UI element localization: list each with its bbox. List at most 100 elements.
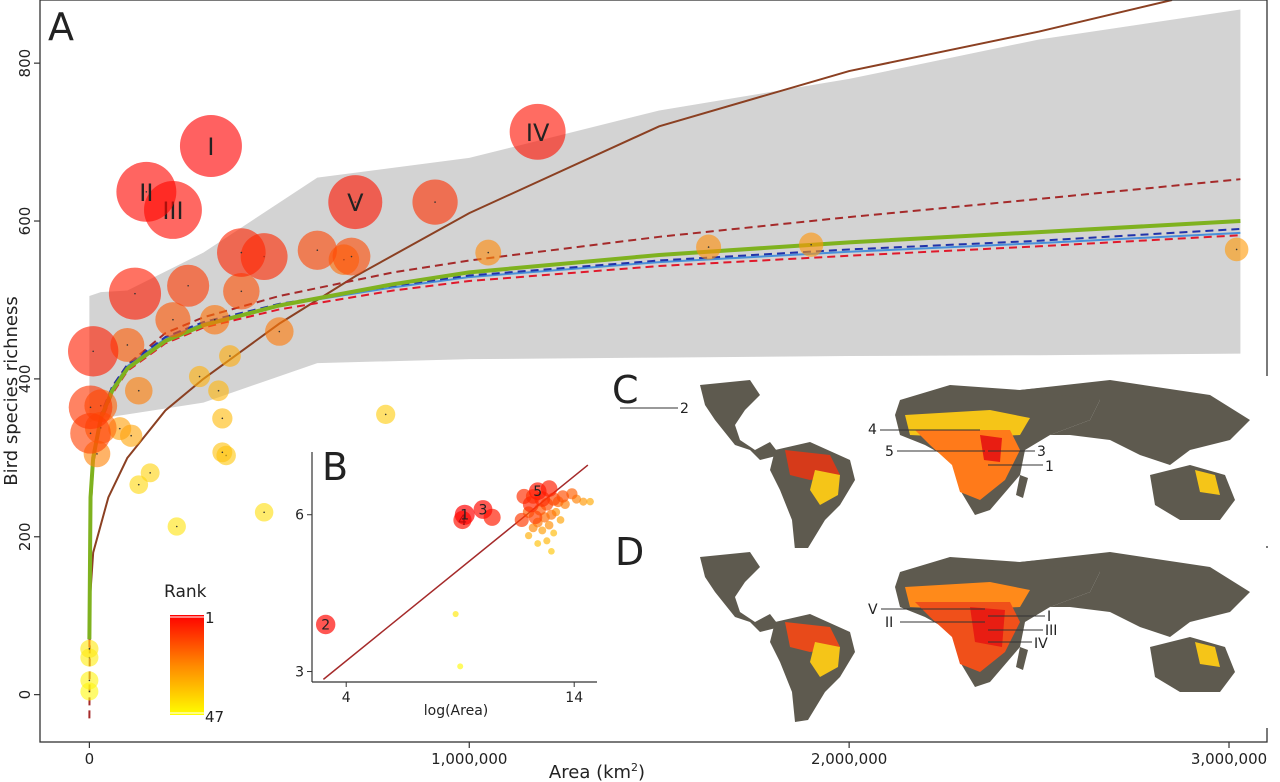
inset-point-label-2: 2 bbox=[321, 618, 330, 634]
inset-point-rank-3 bbox=[473, 500, 493, 519]
x-axis-title: Area (km2) bbox=[549, 761, 645, 782]
map-d-text-II: II bbox=[885, 615, 893, 631]
bubble-label-IV: IV bbox=[526, 119, 550, 147]
map-d-australia-range bbox=[1195, 642, 1220, 667]
bubble-label-II: II bbox=[139, 179, 153, 207]
data-point-center-rank-28 bbox=[810, 243, 812, 246]
map-d-label-IV: IV bbox=[988, 636, 1048, 652]
y-tick-label-3: 600 bbox=[16, 207, 34, 236]
data-point-center-rank-33 bbox=[198, 375, 201, 378]
data-point-center-rank-8 bbox=[240, 251, 243, 254]
y-axis-title: Bird species richness bbox=[1, 296, 22, 485]
map-c-asia bbox=[1020, 380, 1250, 465]
rank-legend: Rank 1 47 bbox=[164, 582, 224, 726]
data-point-center-rank-38 bbox=[384, 413, 387, 416]
map-c-text-4: 4 bbox=[868, 422, 877, 438]
data-point-center-rank-39 bbox=[149, 472, 151, 474]
map-d-label-II: II bbox=[885, 615, 985, 631]
inset-point-rank-34 bbox=[543, 537, 551, 545]
map-c bbox=[700, 380, 1250, 550]
map-c-label-3: 3 bbox=[988, 444, 1046, 460]
panel-b-axes: 4 14 3 6 bbox=[295, 508, 583, 706]
panel-b-letter: B bbox=[322, 445, 348, 489]
y-tick-label-1: 200 bbox=[16, 522, 34, 551]
inset-point-label-5: 5 bbox=[533, 484, 542, 500]
inset-point-rank-8 bbox=[522, 496, 539, 513]
data-point-center-rank-11 bbox=[89, 406, 92, 409]
data-point-center-rank-24 bbox=[137, 389, 140, 392]
data-point-center-rank-34 bbox=[217, 389, 220, 392]
map-d-text-I: I bbox=[1047, 609, 1051, 625]
panel-d-letter: D bbox=[615, 530, 644, 574]
x-axis-title-main: Area (km bbox=[549, 762, 631, 782]
bubble-label-V: V bbox=[347, 189, 364, 217]
data-point-center-rank-6 bbox=[134, 292, 136, 295]
y-tick-label-4: 800 bbox=[16, 49, 34, 78]
map-c-south-american-range bbox=[810, 470, 840, 505]
data-point-center-rank-32 bbox=[229, 355, 231, 357]
inset-point-rank-19 bbox=[566, 488, 578, 500]
map-c-north-america bbox=[700, 380, 780, 460]
panel-c: 2 4 5 3 1 C bbox=[608, 368, 1272, 550]
map-c-madagascar bbox=[1016, 475, 1028, 498]
inset-point-rank-43 bbox=[452, 610, 459, 618]
map-d-asia bbox=[1020, 552, 1250, 637]
data-point-center-rank-29 bbox=[1235, 248, 1238, 251]
x-tick-label-0: 0 bbox=[85, 750, 95, 768]
data-point-center-rank-13 bbox=[89, 432, 92, 435]
data-point-center-rank-15 bbox=[350, 255, 353, 258]
inset-point-label-1: 1 bbox=[460, 508, 469, 524]
panel-b-plot-area: 54321 bbox=[315, 464, 594, 680]
panel-b-x-axis-title: log(Area) bbox=[424, 703, 488, 719]
legend-label-top: 1 bbox=[205, 609, 215, 627]
map-d-label-I: I bbox=[988, 609, 1051, 625]
map-d-madagascar bbox=[1016, 647, 1028, 670]
data-point-center-rank-3 bbox=[172, 209, 174, 211]
data-point-center-rank-17 bbox=[172, 318, 174, 321]
data-point-center-rank-14 bbox=[316, 249, 319, 252]
bubble-label-I: I bbox=[207, 133, 214, 161]
data-point-center-rank-12 bbox=[187, 284, 189, 287]
inset-point-rank-37 bbox=[548, 547, 555, 555]
map-d-text-IV: IV bbox=[1034, 636, 1048, 652]
inset-point-rank-29 bbox=[579, 497, 588, 506]
data-point-center-rank-31 bbox=[130, 434, 132, 437]
map-d-south-american-range bbox=[810, 642, 840, 677]
data-point-center-rank-2 bbox=[145, 191, 148, 193]
data-point-center-rank-27 bbox=[707, 246, 710, 248]
data-point-center-rank-30 bbox=[118, 427, 121, 430]
map-d-label-V: V bbox=[868, 602, 985, 618]
data-point-center-rank-18 bbox=[126, 344, 129, 346]
inset-point-rank-2 bbox=[315, 614, 336, 635]
x-axis-title-close: ) bbox=[638, 762, 645, 782]
data-point-center-rank-5 bbox=[354, 201, 357, 203]
panel-b: 5 4 3 2 1 4 14 3 6 B log(Area) bbox=[295, 442, 604, 722]
inset-point-rank-13 bbox=[528, 510, 543, 525]
panel-a-letter: A bbox=[48, 5, 74, 49]
x-tick-label-3: 3,000,000 bbox=[1191, 750, 1267, 768]
legend-label-bottom: 47 bbox=[205, 708, 224, 726]
y-tick-label-0: 0 bbox=[16, 690, 34, 700]
data-point-center-rank-1 bbox=[210, 145, 212, 147]
panel-a-axes: 0 1,000,000 2,000,000 3,000,000 0 200 400 600 80… bbox=[16, 49, 1267, 768]
data-point-center-rank-36 bbox=[221, 451, 224, 454]
confidence-band bbox=[89, 9, 1241, 423]
x-tick-label-1: 1,000,000 bbox=[431, 750, 507, 768]
panel-d: V I II III IV D bbox=[608, 530, 1272, 728]
y-tick-label-2: 400 bbox=[16, 365, 34, 394]
inset-point-rank-31 bbox=[556, 516, 565, 524]
data-point-center-rank-23 bbox=[278, 330, 281, 333]
data-point-center-rank-26 bbox=[487, 251, 490, 254]
data-point-center-rank-7 bbox=[92, 350, 94, 353]
inset-point-rank-36 bbox=[534, 540, 542, 547]
panel-c-letter: C bbox=[612, 368, 639, 412]
map-c-rift-hotspot bbox=[980, 435, 1002, 462]
inset-y-tick-label-0: 3 bbox=[295, 665, 304, 681]
data-point-center-rank-40 bbox=[137, 483, 140, 486]
data-point-center-rank-41 bbox=[263, 511, 265, 514]
inset-point-rank-46 bbox=[457, 663, 464, 670]
map-d-label-III: III bbox=[988, 623, 1057, 639]
map-c-text-5: 5 bbox=[885, 444, 894, 460]
